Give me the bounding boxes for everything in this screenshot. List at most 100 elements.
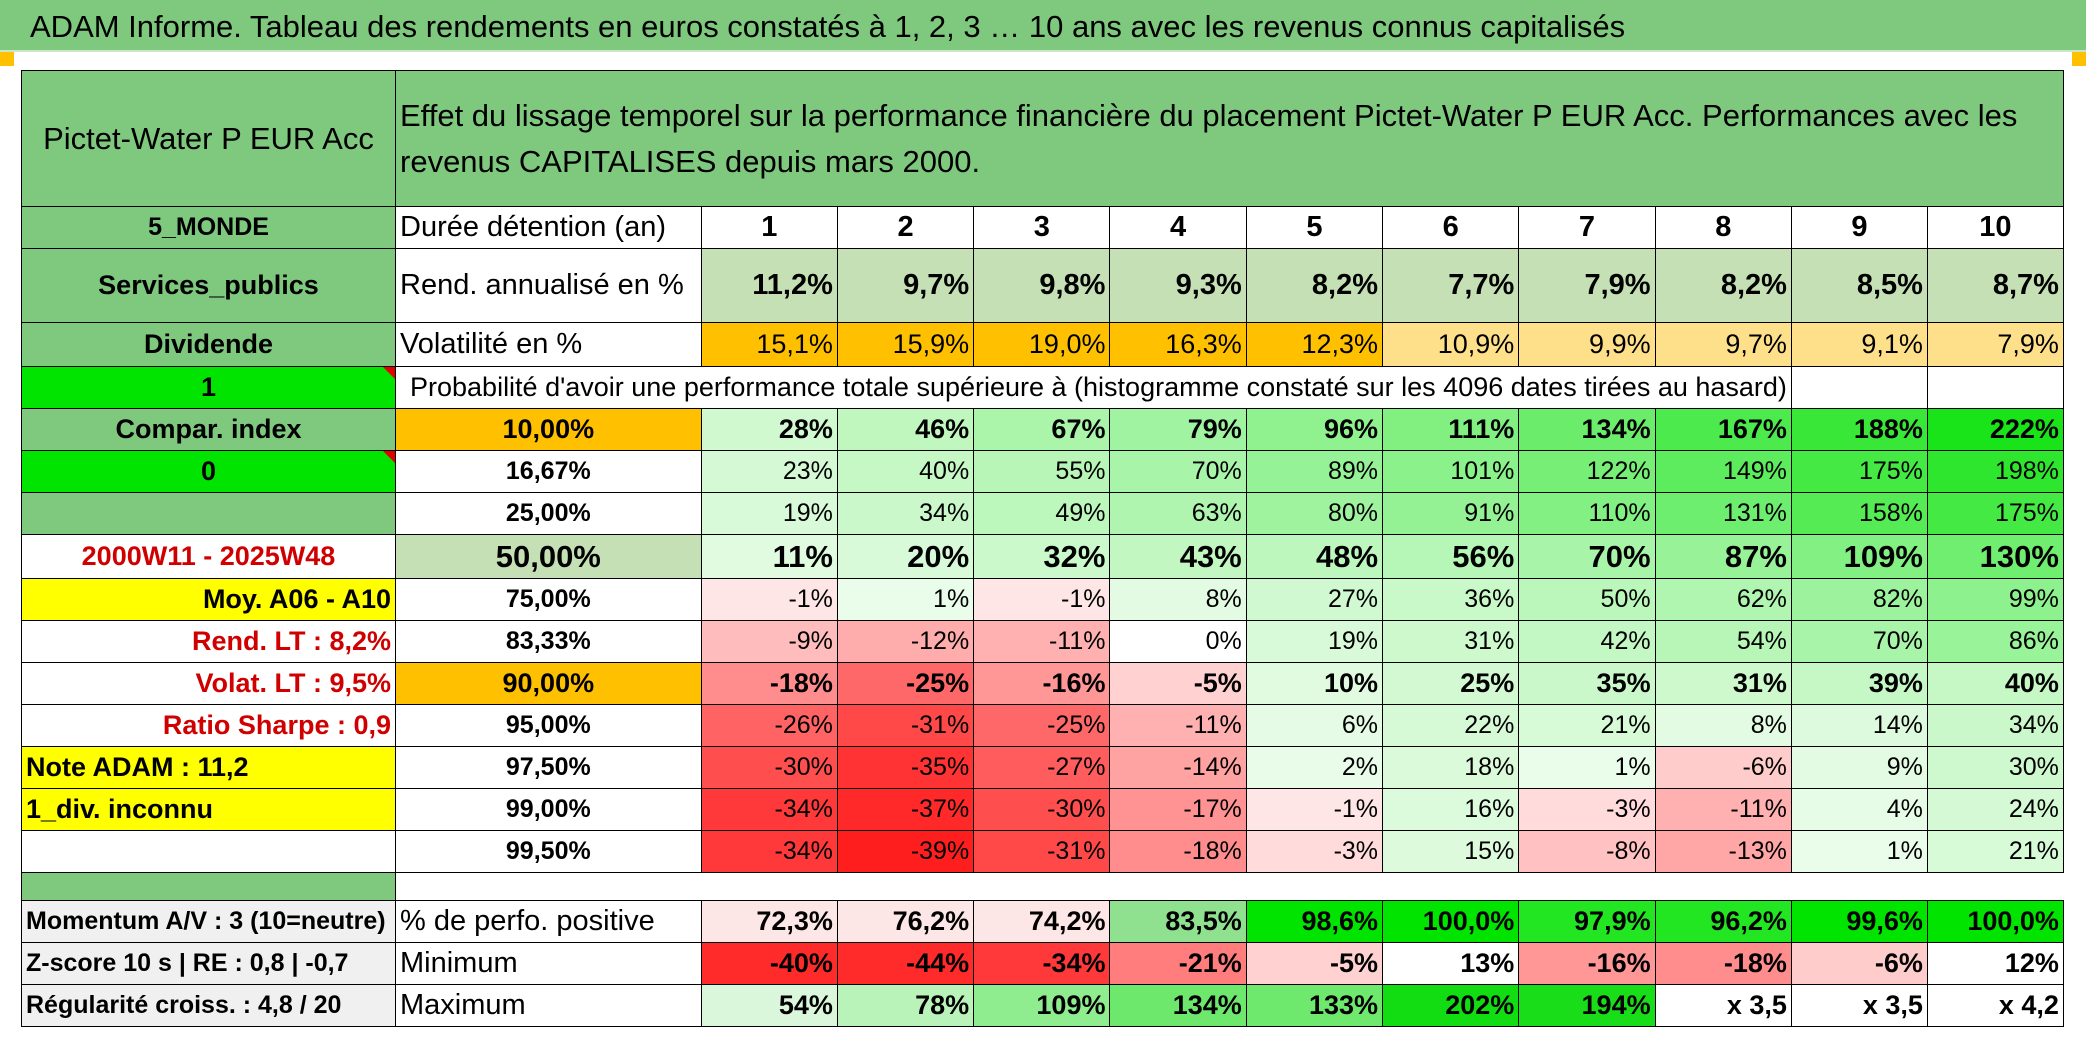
- prob-cell: 2%: [1245, 746, 1384, 789]
- prob-cell: 122%: [1518, 450, 1656, 493]
- summary-cell: 99,6%: [1790, 900, 1928, 943]
- prob-cell: 19%: [700, 492, 838, 535]
- flag-cell-one: 1: [21, 366, 396, 409]
- prob-cell: 40%: [1926, 662, 2064, 705]
- year-header: 2: [836, 206, 975, 249]
- prob-cell: 82%: [1790, 578, 1928, 621]
- prob-cell: -11%: [973, 620, 1111, 663]
- prob-row: Note ADAM : 11,2 97,50% -30% -35% -27% -14% 2%…: [21, 746, 2064, 789]
- prob-threshold: 99,00%: [395, 788, 702, 831]
- prob-cell: -12%: [836, 620, 975, 663]
- prob-row: Rend. LT : 8,2% 83,33% -9% -12% -11% 0% 19% 31%…: [21, 620, 2064, 663]
- prob-cell: 96%: [1245, 408, 1384, 451]
- summary-row: Z-score 10 s | RE : 0,8 | -0,7 Minimum -40…: [21, 942, 2064, 985]
- prob-row: Compar. index 10,00% 28% 46% 67% 79% 96% 111% 13…: [21, 408, 2064, 451]
- prob-cell: 21%: [1926, 830, 2064, 873]
- prob-cell: 101%: [1382, 450, 1520, 493]
- period-label: 2000W11 - 2025W48: [21, 534, 396, 579]
- prob-cell: 32%: [973, 534, 1111, 579]
- prob-cell: 23%: [700, 450, 838, 493]
- region-label: 5_MONDE: [21, 206, 396, 249]
- prob-cell: 20%: [836, 534, 975, 579]
- regularite-label: Régularité croiss. : 4,8 / 20: [21, 984, 396, 1027]
- rend-cell: 7,9%: [1518, 248, 1656, 323]
- vol-cell: 10,9%: [1382, 322, 1520, 367]
- prob-cell: -30%: [973, 788, 1111, 831]
- year-header: 5: [1245, 206, 1384, 249]
- prob-cell: 9%: [1790, 746, 1928, 789]
- report-title: ADAM Informe. Tableau des rendements en …: [0, 0, 2086, 52]
- prob-cell: 55%: [973, 450, 1111, 493]
- min-label: Minimum: [395, 942, 702, 985]
- prob-cell: 86%: [1926, 620, 2064, 663]
- prob-cell: 62%: [1654, 578, 1792, 621]
- year-header: 1: [700, 206, 838, 249]
- prob-cell: -25%: [973, 704, 1111, 747]
- prob-cell: 24%: [1926, 788, 2064, 831]
- prob-cell: 27%: [1245, 578, 1384, 621]
- pos-label: % de perfo. positive: [395, 900, 702, 943]
- prob-cell: -35%: [836, 746, 975, 789]
- prob-cell: 6%: [1245, 704, 1384, 747]
- prob-cell: -37%: [836, 788, 975, 831]
- prob-cell: 110%: [1518, 492, 1656, 535]
- prob-cell: -18%: [1109, 830, 1247, 873]
- prob-row: Moy. A06 - A10 75,00% -1% 1% -1% 8% 27% 36% 50% 6…: [21, 578, 2064, 621]
- prob-threshold: 16,67%: [395, 450, 702, 493]
- prob-threshold: 95,00%: [395, 704, 702, 747]
- prob-cell: 8%: [1109, 578, 1247, 621]
- summary-cell: 13%: [1382, 942, 1520, 985]
- summary-cell: 12%: [1926, 942, 2064, 985]
- summary-cell: 194%: [1518, 984, 1656, 1027]
- summary-cell: 76,2%: [836, 900, 975, 943]
- volat-lt-label: Volat. LT : 9,5%: [21, 662, 396, 705]
- prob-cell: -1%: [700, 578, 838, 621]
- momentum-label: Momentum A/V : 3 (10=neutre): [21, 900, 396, 943]
- prob-cell: -16%: [973, 662, 1111, 705]
- prob-cell: 22%: [1382, 704, 1520, 747]
- gap-row: [21, 872, 2064, 901]
- prob-cell: 35%: [1518, 662, 1656, 705]
- prob-cell: -3%: [1518, 788, 1656, 831]
- summary-row: Momentum A/V : 3 (10=neutre)% de perfo. …: [21, 900, 2064, 943]
- prob-row: Volat. LT : 9,5% 90,00% -18% -25% -16% -5% 10%…: [21, 662, 2064, 705]
- duree-label: Durée détention (an): [395, 206, 702, 249]
- summary-cell: -6%: [1790, 942, 1928, 985]
- summary-cell: -16%: [1518, 942, 1656, 985]
- prob-cell: 99%: [1926, 578, 2064, 621]
- prob-cell: -3%: [1245, 830, 1384, 873]
- prob-cell: 188%: [1790, 408, 1928, 451]
- prob-cell: 80%: [1245, 492, 1384, 535]
- prob-cell: 36%: [1382, 578, 1520, 621]
- prob-cell: -9%: [700, 620, 838, 663]
- vol-cell: 9,1%: [1790, 322, 1928, 367]
- summary-cell: x 4,2: [1926, 984, 2064, 1027]
- vol-cell: 12,3%: [1245, 322, 1384, 367]
- prob-cell: 34%: [1926, 704, 2064, 747]
- prob-cell: 79%: [1109, 408, 1247, 451]
- summary-cell: 100,0%: [1926, 900, 2064, 943]
- prob-threshold: 25,00%: [395, 492, 702, 535]
- blank-cell: [21, 830, 396, 873]
- prob-cell: -34%: [700, 788, 838, 831]
- summary-cell: 78%: [836, 984, 975, 1027]
- prob-cell: -30%: [700, 746, 838, 789]
- summary-cell: 100,0%: [1382, 900, 1520, 943]
- prob-cell: 0%: [1109, 620, 1247, 663]
- prob-cell: -25%: [836, 662, 975, 705]
- summary-row: Régularité croiss. : 4,8 / 20 Maximum 54% 7…: [21, 984, 2064, 1027]
- vol-cell: 15,9%: [836, 322, 975, 367]
- prob-cell: 1%: [1518, 746, 1656, 789]
- prob-threshold: 99,50%: [395, 830, 702, 873]
- prob-cell: -13%: [1654, 830, 1792, 873]
- prob-cell: -27%: [973, 746, 1111, 789]
- summary-cell: -34%: [973, 942, 1111, 985]
- year-header: 4: [1109, 206, 1247, 249]
- vol-cell: 16,3%: [1109, 322, 1247, 367]
- summary-cell: -44%: [836, 942, 975, 985]
- prob-row: Ratio Sharpe : 0,9 95,00% -26% -31% -25% -11%…: [21, 704, 2064, 747]
- summary-cell: 97,9%: [1518, 900, 1656, 943]
- prob-cell: 222%: [1926, 408, 2064, 451]
- year-header: 7: [1518, 206, 1656, 249]
- rend-label: Rend. annualisé en %: [395, 248, 702, 323]
